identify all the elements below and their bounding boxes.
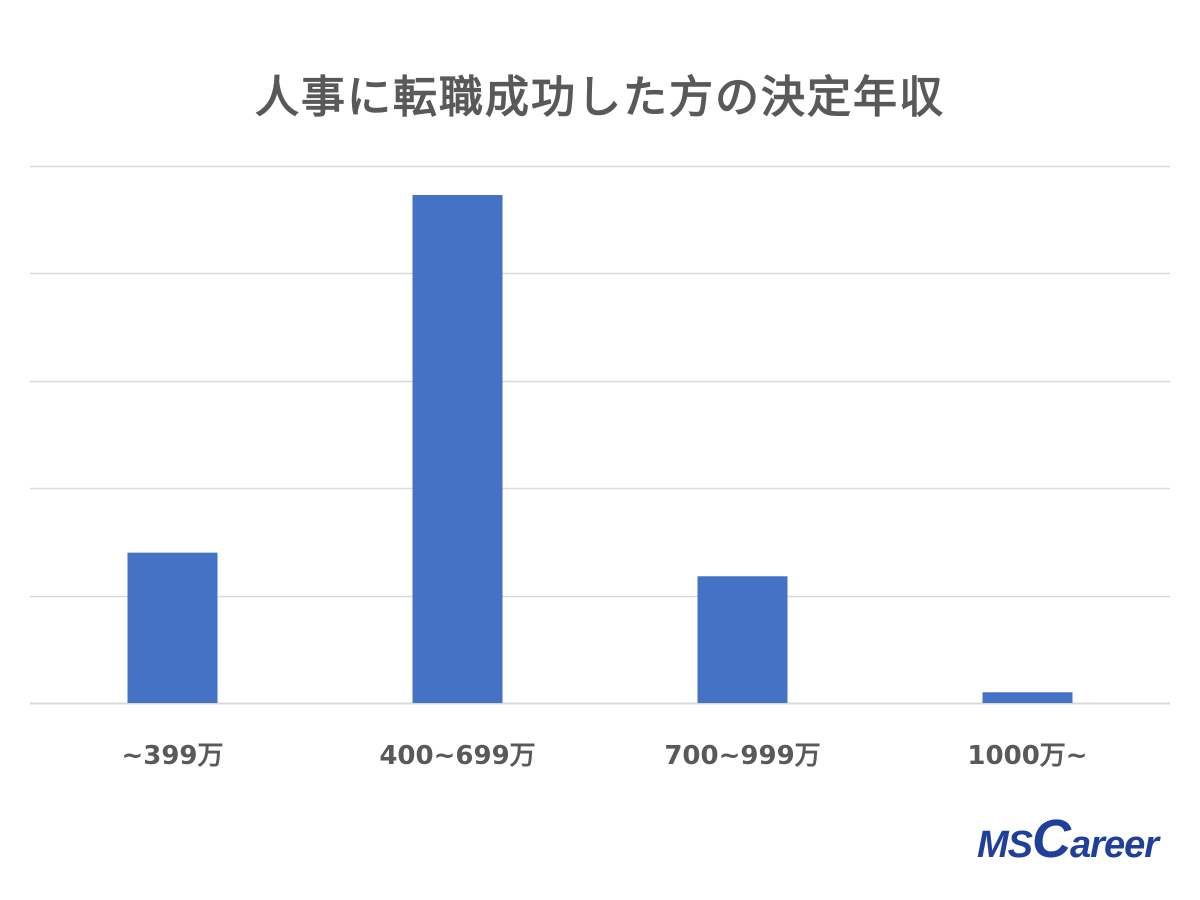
logo-c: C bbox=[1032, 809, 1071, 869]
logo-areer: areer bbox=[1070, 824, 1159, 866]
bars bbox=[127, 194, 1073, 704]
category-label: ~399万 bbox=[121, 741, 223, 771]
category-label: 400~699万 bbox=[379, 741, 535, 771]
chart-title: 人事に転職成功した方の決定年収 bbox=[255, 72, 945, 123]
bar bbox=[697, 576, 788, 703]
bar bbox=[412, 194, 503, 704]
logo-ms: MS bbox=[977, 824, 1033, 866]
bar bbox=[127, 552, 218, 703]
mscareer-logo: MSCareer bbox=[977, 808, 1159, 870]
gridlines bbox=[30, 165, 1170, 705]
category-labels: ~399万 400~699万 700~999万 1000万~ bbox=[121, 741, 1087, 771]
category-label: 1000万~ bbox=[967, 741, 1087, 771]
bar bbox=[982, 692, 1073, 703]
category-label: 700~999万 bbox=[664, 741, 820, 771]
